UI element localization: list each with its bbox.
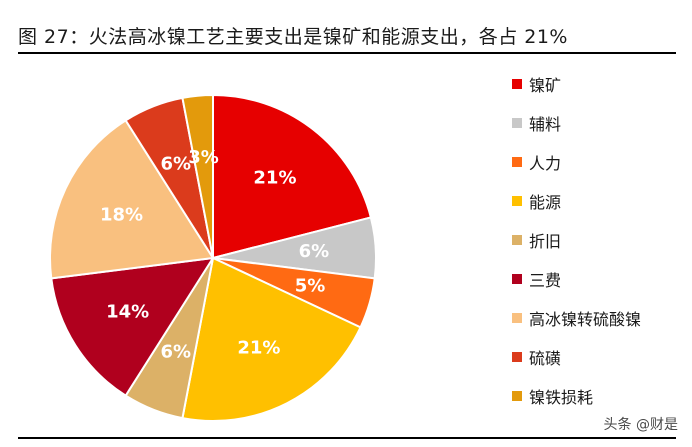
- legend-label: 三费: [529, 270, 562, 290]
- figure-title: 图 27：火法高冰镍工艺主要支出是镍矿和能源支出，各占 21%: [18, 26, 568, 48]
- legend-swatch: [512, 195, 522, 206]
- legend-item-8: 硫磺: [512, 337, 641, 376]
- pie-slice-1: [212, 93, 373, 260]
- legend-label: 镍矿: [529, 75, 562, 95]
- legend-item-4: 能源: [512, 181, 641, 220]
- legend-item-2: 辅料: [512, 103, 641, 142]
- legend-item-9: 镍铁损耗: [512, 376, 641, 415]
- slice-label-2: 6%: [299, 241, 330, 262]
- watermark: 头条 @财是: [603, 417, 678, 433]
- bottom-rule: [18, 437, 676, 439]
- slice-label-7: 18%: [100, 204, 143, 225]
- title-underline: [18, 52, 676, 54]
- legend-label: 折旧: [529, 231, 562, 251]
- slice-label-4: 21%: [237, 338, 280, 359]
- legend-swatch: [512, 234, 522, 245]
- legend-label: 能源: [529, 192, 562, 212]
- slice-label-5: 6%: [161, 341, 192, 362]
- slice-label-3: 5%: [295, 276, 326, 297]
- legend-item-6: 三费: [512, 259, 641, 298]
- legend-label: 人力: [529, 153, 562, 173]
- pie-slice-6: [50, 256, 215, 398]
- legend-swatch: [512, 117, 522, 128]
- pie-slice-7: [49, 118, 215, 280]
- legend-item-7: 高冰镍转硫酸镍: [512, 298, 641, 337]
- legend-swatch: [512, 156, 522, 167]
- legend-label: 镍铁损耗: [529, 387, 594, 407]
- slice-label-6: 14%: [106, 302, 149, 323]
- legend-item-5: 折旧: [512, 220, 641, 259]
- legend-swatch: [512, 78, 522, 89]
- legend-item-1: 镍矿: [512, 64, 641, 103]
- pie-slice-4: [181, 256, 362, 422]
- chart-legend: 镍矿辅料人力能源折旧三费高冰镍转硫酸镍 硫磺镍铁损耗: [512, 64, 641, 415]
- legend-label: 高冰镍转硫酸镍: [529, 309, 642, 329]
- legend-label: 硫磺: [529, 348, 562, 368]
- legend-swatch: [512, 351, 522, 362]
- legend-swatch: [512, 390, 522, 401]
- legend-item-3: 人力: [512, 142, 641, 181]
- pie-slice-9: [181, 93, 214, 259]
- legend-swatch: [512, 273, 522, 284]
- slice-label-9: 3%: [188, 147, 219, 168]
- slice-label-8: 6%: [161, 154, 192, 175]
- legend-label: 辅料: [529, 114, 562, 134]
- legend-swatch: [512, 312, 522, 323]
- slice-label-1: 21%: [253, 168, 296, 189]
